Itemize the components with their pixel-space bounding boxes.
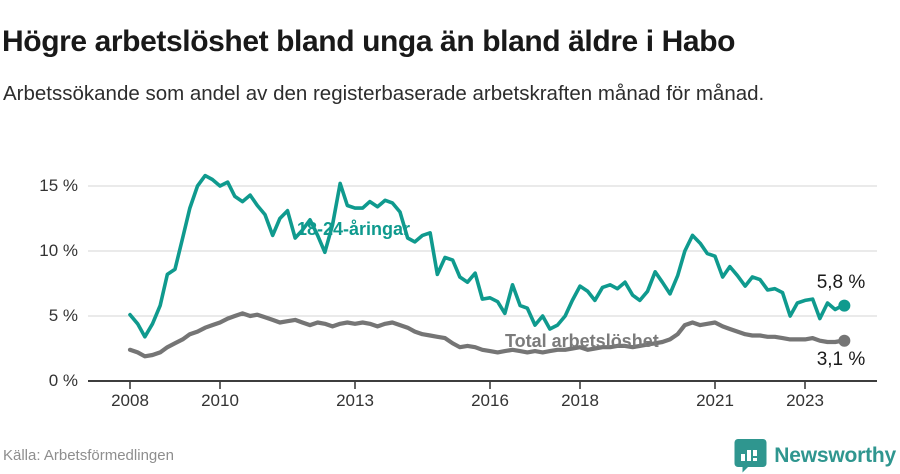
y-tick-label: 15 % [39,176,78,195]
series-end-dot [838,334,851,347]
newsworthy-wordmark: Newsworthy [774,443,896,467]
series-label-total: Total arbetslöshet [505,331,659,351]
x-tick-label: 2010 [201,391,239,410]
series-end-dot [838,299,851,312]
series-label-young: 18-24-åringar [297,219,411,239]
bar-chart-speech-bubble-icon [734,439,767,473]
x-tick-label: 2013 [336,391,374,410]
x-tick-label: 2023 [786,391,824,410]
x-tick-label: 2008 [111,391,149,410]
x-tick-label: 2018 [561,391,599,410]
y-tick-label: 0 % [48,371,78,390]
end-value-label-total: 3,1 % [816,349,866,370]
line-series [128,173,845,339]
end-value-label-young: 5,8 % [816,272,866,293]
chart-subtitle: Arbetssökande som andel av den registerb… [3,81,765,105]
x-tick-label: 2021 [696,391,734,410]
source-credit: Källa: Arbetsförmedlingen [3,447,174,464]
newsworthy-logo: Newsworthy [734,438,896,473]
page-title: Högre arbetslöshet bland unga än bland ä… [2,25,736,59]
y-tick-label: 10 % [39,241,78,260]
y-tick-label: 5 % [48,306,78,325]
x-tick-label: 2016 [471,391,509,410]
line-series [127,311,845,359]
